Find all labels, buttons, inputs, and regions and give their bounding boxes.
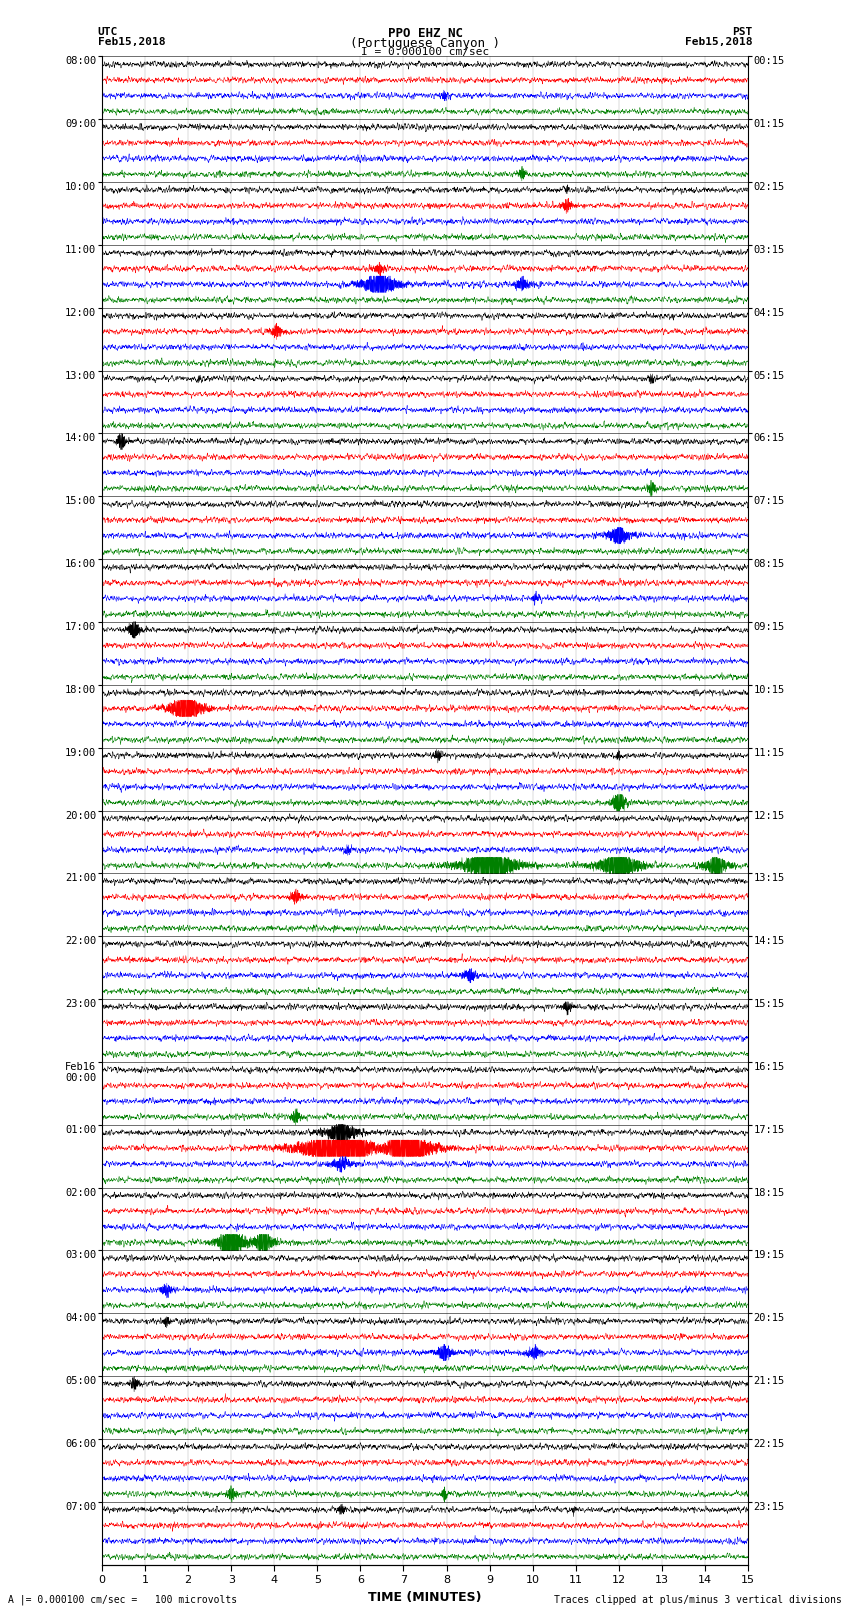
- Text: PPO EHZ NC: PPO EHZ NC: [388, 27, 462, 40]
- X-axis label: TIME (MINUTES): TIME (MINUTES): [368, 1590, 482, 1603]
- Text: (Portuguese Canyon ): (Portuguese Canyon ): [350, 37, 500, 50]
- Text: UTC: UTC: [98, 27, 118, 37]
- Text: Traces clipped at plus/minus 3 vertical divisions: Traces clipped at plus/minus 3 vertical …: [553, 1595, 842, 1605]
- Text: Feb15,2018: Feb15,2018: [98, 37, 165, 47]
- Text: Feb15,2018: Feb15,2018: [685, 37, 752, 47]
- Text: A |= 0.000100 cm/sec =   100 microvolts: A |= 0.000100 cm/sec = 100 microvolts: [8, 1594, 238, 1605]
- Text: PST: PST: [732, 27, 752, 37]
- Text: I = 0.000100 cm/sec: I = 0.000100 cm/sec: [361, 47, 489, 56]
